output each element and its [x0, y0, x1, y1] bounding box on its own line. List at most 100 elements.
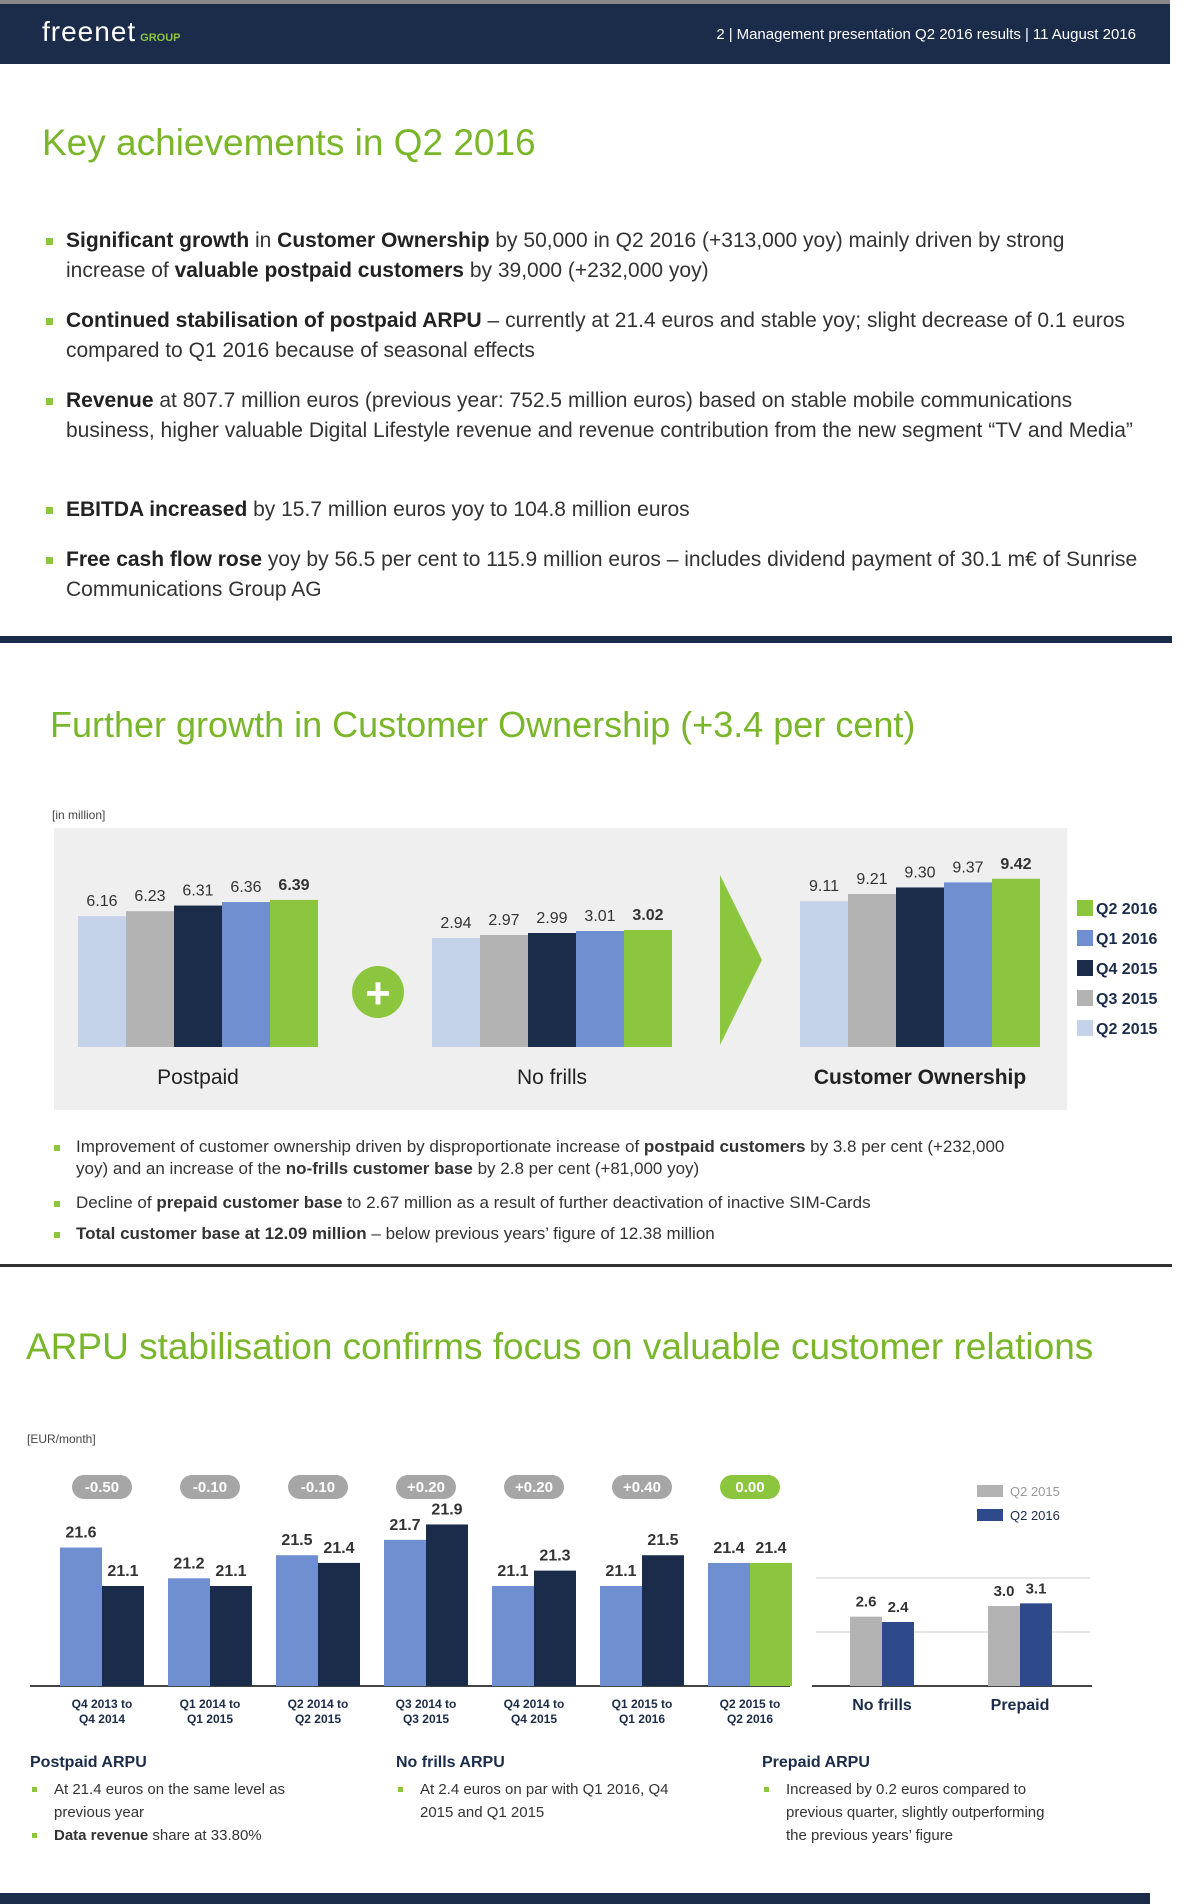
bar-no-frills-q2-2015 [432, 938, 480, 1047]
bar-value-label: 3.01 [584, 908, 615, 925]
delta-badge [72, 1475, 132, 1499]
arpu-value-label: 21.6 [65, 1525, 96, 1542]
arpu-period-label: Q4 2014 to [504, 1697, 565, 1711]
arpu-bar-curr [102, 1586, 144, 1686]
footer-title-postpaid: Postpaid ARPU [30, 1754, 147, 1771]
arpu-period-label: Q2 2015 to [720, 1697, 781, 1711]
slide1-title: Key achievements in Q2 2016 [42, 122, 536, 163]
bar-value-label: 2.97 [488, 912, 519, 929]
slide2-bullet-3: Total customer base at 12.09 million – b… [52, 1223, 1012, 1245]
bar-value-label: 6.23 [134, 888, 165, 905]
arpu-period-label: Q2 2016 [727, 1712, 773, 1726]
footer-title-prepaid: Prepaid ARPU [762, 1754, 870, 1771]
slide-divider-2 [0, 1264, 1172, 1267]
delta-label: 0.00 [735, 1479, 764, 1496]
bar-customer-ownership-q1-2016 [944, 882, 992, 1047]
footer-postpaid-item-1: At 21.4 euros on the same level as previ… [30, 1778, 330, 1824]
bar-customer-ownership-q2-2016 [992, 878, 1040, 1047]
delta-label: +0.20 [515, 1479, 553, 1496]
delta-badge [720, 1475, 780, 1499]
slide1-bullet-5: Free cash flow rose yoy by 56.5 per cent… [42, 545, 1142, 605]
arpu-bar-prev [384, 1539, 426, 1686]
legend-swatch [1077, 990, 1093, 1006]
header-info: 2 | Management presentation Q2 2016 result… [716, 26, 1136, 43]
plus-circle-icon [352, 966, 404, 1018]
customer-legend: Q2 2016 Q1 2016 Q4 2015 Q3 2015 Q2 2015 [1077, 900, 1157, 1038]
arpu-value-label: 21.4 [713, 1540, 744, 1557]
arpu-period-label: Q2 2015 [295, 1712, 341, 1726]
arpu-bar-curr [318, 1562, 360, 1686]
arpu-period-label: Q3 2014 to [396, 1697, 457, 1711]
arpu-bar-curr [750, 1562, 792, 1686]
bar-value-label: 6.39 [278, 877, 309, 894]
bar-customer-ownership-q3-2015 [848, 893, 896, 1047]
legend-label: Q2 2015 [1096, 1021, 1157, 1038]
legend-label: Q2 2016 [1096, 901, 1157, 918]
arpu-bar-curr [210, 1586, 252, 1686]
footer-title-nofrills: No frills ARPU [396, 1754, 505, 1771]
bottom-bar [0, 1893, 1150, 1904]
slide1-bullet-4: EBITDA increased by 15.7 million euros y… [42, 495, 1142, 525]
presentation-date: 11 August 2016 [1032, 26, 1136, 43]
legend-swatch [1077, 900, 1093, 916]
bar-no-frills-q1-2016 [576, 931, 624, 1047]
arpu-value-label: 21.1 [107, 1563, 138, 1580]
side-legend-swatch [977, 1485, 1003, 1497]
arpu-value-label: 21.5 [281, 1532, 312, 1549]
arpu-period-label: Q4 2015 [511, 1712, 557, 1726]
footer-postpaid-item-2: Data revenue share at 33.80% [30, 1824, 330, 1847]
plus-symbol: + [365, 969, 391, 1018]
arpu-value-label: 21.1 [215, 1563, 246, 1580]
arpu-bar-prev [708, 1562, 750, 1686]
arpu-period-label: Q4 2013 to [72, 1697, 133, 1711]
arpu-period-label: Q4 2014 [79, 1712, 125, 1726]
delta-badge [612, 1475, 672, 1499]
delta-label: -0.10 [301, 1479, 335, 1496]
customer-chart: 6.16 6.23 6.31 6.36 6.39 Postpaid 2.94 2.97 2.99… [54, 828, 1157, 1110]
bar-postpaid-q2-2015 [78, 916, 126, 1047]
arpu-bar-prev [600, 1586, 642, 1686]
arrow-right-icon [720, 875, 762, 1045]
slide3-title: ARPU stabilisation confirms focus on val… [26, 1326, 1094, 1367]
bar-value-label: 6.36 [230, 879, 261, 896]
delta-badge [504, 1475, 564, 1499]
delta-badge [396, 1475, 456, 1499]
side-bar-no-frills [882, 1622, 914, 1686]
arpu-value-label: 21.2 [173, 1555, 204, 1572]
delta-label: +0.20 [407, 1479, 445, 1496]
bar-value-label: 9.30 [904, 864, 935, 881]
arpu-value-label: 21.5 [647, 1532, 678, 1549]
slide3-unit: [EUR/month] [27, 1432, 96, 1446]
arpu-period-label: Q1 2015 [187, 1712, 233, 1726]
slide-divider-1 [0, 636, 1172, 643]
group-label: Postpaid [157, 1066, 239, 1089]
side-bar-prepaid [1020, 1603, 1052, 1686]
arpu-period-label: Q2 2014 to [288, 1697, 349, 1711]
footer-nofrills-item-1: At 2.4 euros on par with Q1 2016, Q4 201… [396, 1778, 706, 1824]
arpu-value-label: 21.7 [389, 1517, 420, 1534]
slide1-bullet-3: Revenue at 807.7 million euros (previous… [42, 386, 1142, 446]
bar-no-frills-q2-2016 [624, 930, 672, 1047]
arpu-value-label: 21.9 [431, 1501, 462, 1518]
side-value-label: 2.4 [888, 1599, 910, 1616]
side-value-label: 3.1 [1026, 1580, 1047, 1597]
group-label: No frills [517, 1066, 587, 1089]
bar-postpaid-q4-2015 [174, 905, 222, 1047]
bar-no-frills-q4-2015 [528, 933, 576, 1047]
side-bar-prepaid [988, 1606, 1020, 1686]
arpu-period-label: Q3 2015 [403, 1712, 449, 1726]
bar-value-label: 2.94 [440, 915, 471, 932]
page-number: 2 [716, 26, 725, 43]
nofrills-prepaid-bars: 2.6 2.4 No frills 3.0 3.1 Prepaid Q2 2015 Q2 20… [812, 1484, 1092, 1714]
slide2-bullet-1: Improvement of customer ownership driven… [52, 1136, 1012, 1180]
slide1-bullet-1: Significant growth in Customer Ownership… [42, 226, 1142, 286]
legend-swatch [1077, 1020, 1093, 1036]
bar-customer-ownership-q4-2015 [896, 887, 944, 1047]
footer-prepaid-item-1: Increased by 0.2 euros compared to previ… [762, 1778, 1062, 1847]
delta-label: +0.40 [623, 1479, 661, 1496]
group-label: Customer Ownership [814, 1066, 1026, 1089]
bar-value-label: 9.42 [1000, 856, 1031, 873]
slide2-bullet-2: Decline of prepaid customer base to 2.67… [52, 1192, 1012, 1214]
